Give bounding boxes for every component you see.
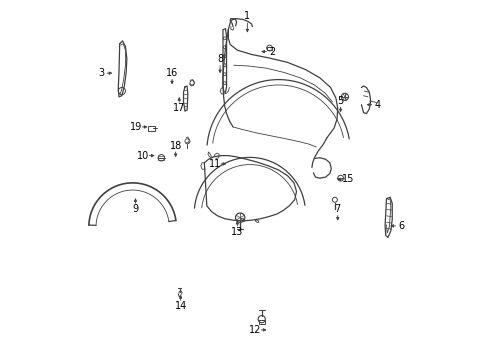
Text: 7: 7 xyxy=(334,204,340,215)
Text: 6: 6 xyxy=(398,221,404,231)
Text: 15: 15 xyxy=(342,174,354,184)
Text: 1: 1 xyxy=(244,11,250,21)
Text: 4: 4 xyxy=(374,100,380,110)
Text: 8: 8 xyxy=(217,54,223,64)
Bar xyxy=(158,156,164,160)
Bar xyxy=(258,320,264,324)
Text: 9: 9 xyxy=(132,204,138,215)
Text: 14: 14 xyxy=(174,301,186,311)
Text: 10: 10 xyxy=(137,150,149,161)
Bar xyxy=(267,46,271,50)
Text: 5: 5 xyxy=(337,96,343,106)
Text: 12: 12 xyxy=(248,325,261,335)
Text: 19: 19 xyxy=(130,122,142,132)
Text: 16: 16 xyxy=(165,68,178,78)
Text: 18: 18 xyxy=(169,141,182,151)
Text: 13: 13 xyxy=(231,227,243,237)
Text: 2: 2 xyxy=(269,46,275,57)
Text: 3: 3 xyxy=(98,68,104,78)
Bar xyxy=(148,126,155,131)
Text: 11: 11 xyxy=(208,159,221,169)
Text: 17: 17 xyxy=(173,103,185,113)
